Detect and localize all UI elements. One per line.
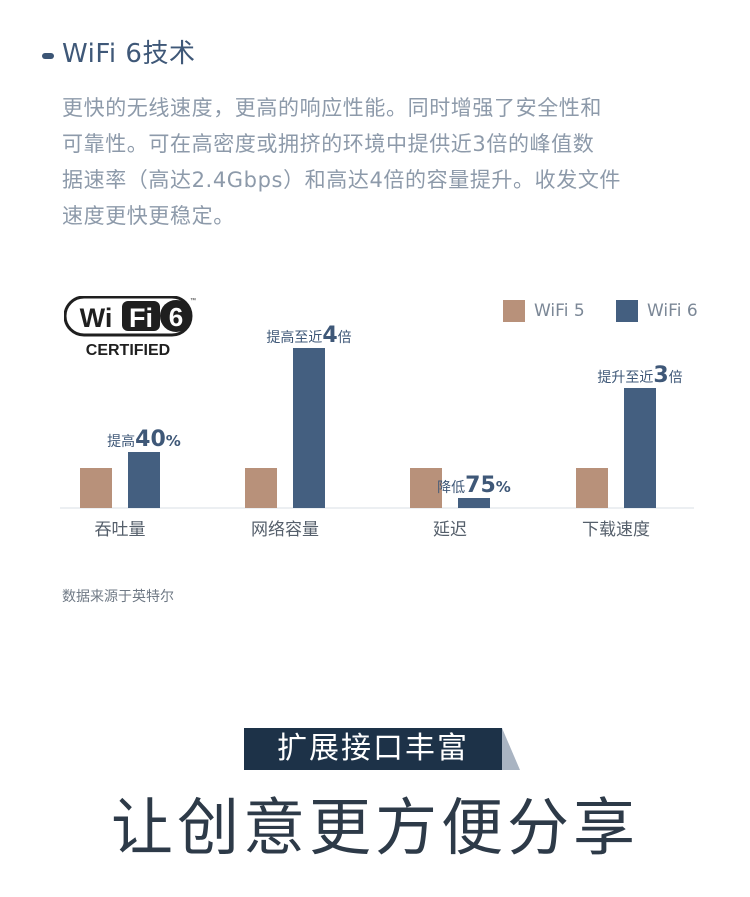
heading-bullet xyxy=(42,53,54,59)
source-note: 数据来源于英特尔 xyxy=(62,589,174,605)
bar-wifi5 xyxy=(245,468,277,508)
description-line: 速度更快更稳定。 xyxy=(62,204,235,228)
bar-wifi6 xyxy=(128,452,160,508)
logo-fi: Fi xyxy=(129,303,153,333)
description-line: 更快的无线速度，更高的响应性能。同时增强了安全性和 xyxy=(62,96,602,120)
legend-swatch-wifi5 xyxy=(503,300,525,322)
wifi6-certified-logo: Wi Fi 6 ™ CERTIFIED xyxy=(64,296,196,358)
category-label: 延迟 xyxy=(433,520,467,540)
category-label: 吞吐量 xyxy=(95,520,146,540)
legend-swatch-wifi6 xyxy=(616,300,638,322)
bottom-headline: 让创意更方便分享 xyxy=(110,791,639,864)
bar-wifi6 xyxy=(293,348,325,508)
banner-accent-triangle xyxy=(502,728,520,770)
description-line: 可靠性。可在高密度或拥挤的环境中提供近3倍的峰值数 xyxy=(62,132,595,156)
bar-wifi6 xyxy=(624,388,656,508)
legend-label-wifi6: WiFi 6 xyxy=(647,301,698,321)
banner-background xyxy=(244,728,502,770)
data-label: 提升至近3倍 xyxy=(597,363,682,388)
section-title: WiFi 6技术 xyxy=(62,39,196,69)
bar-wifi5 xyxy=(576,468,608,508)
description-line: 据速率（高达2.4Gbps）和高达4倍的容量提升。收发文件 xyxy=(62,168,622,192)
bar-wifi5 xyxy=(80,468,112,508)
category-label: 下载速度 xyxy=(582,520,650,540)
bar-wifi6 xyxy=(458,498,490,508)
logo-certified: CERTIFIED xyxy=(86,342,170,358)
banner-title: 扩展接口丰富 xyxy=(277,731,469,766)
category-label: 网络容量 xyxy=(251,520,319,540)
logo-six: 6 xyxy=(169,302,183,332)
data-label: 提高40% xyxy=(107,427,181,452)
logo-tm: ™ xyxy=(190,297,196,304)
legend-label-wifi5: WiFi 5 xyxy=(534,301,585,321)
logo-wi: Wi xyxy=(80,303,113,333)
data-label: 降低75% xyxy=(437,473,511,498)
data-label: 提高至近4倍 xyxy=(266,323,351,348)
description-paragraph: 更快的无线速度，更高的响应性能。同时增强了安全性和 可靠性。可在高密度或拥挤的环… xyxy=(62,90,707,234)
bar-wifi5 xyxy=(410,468,442,508)
